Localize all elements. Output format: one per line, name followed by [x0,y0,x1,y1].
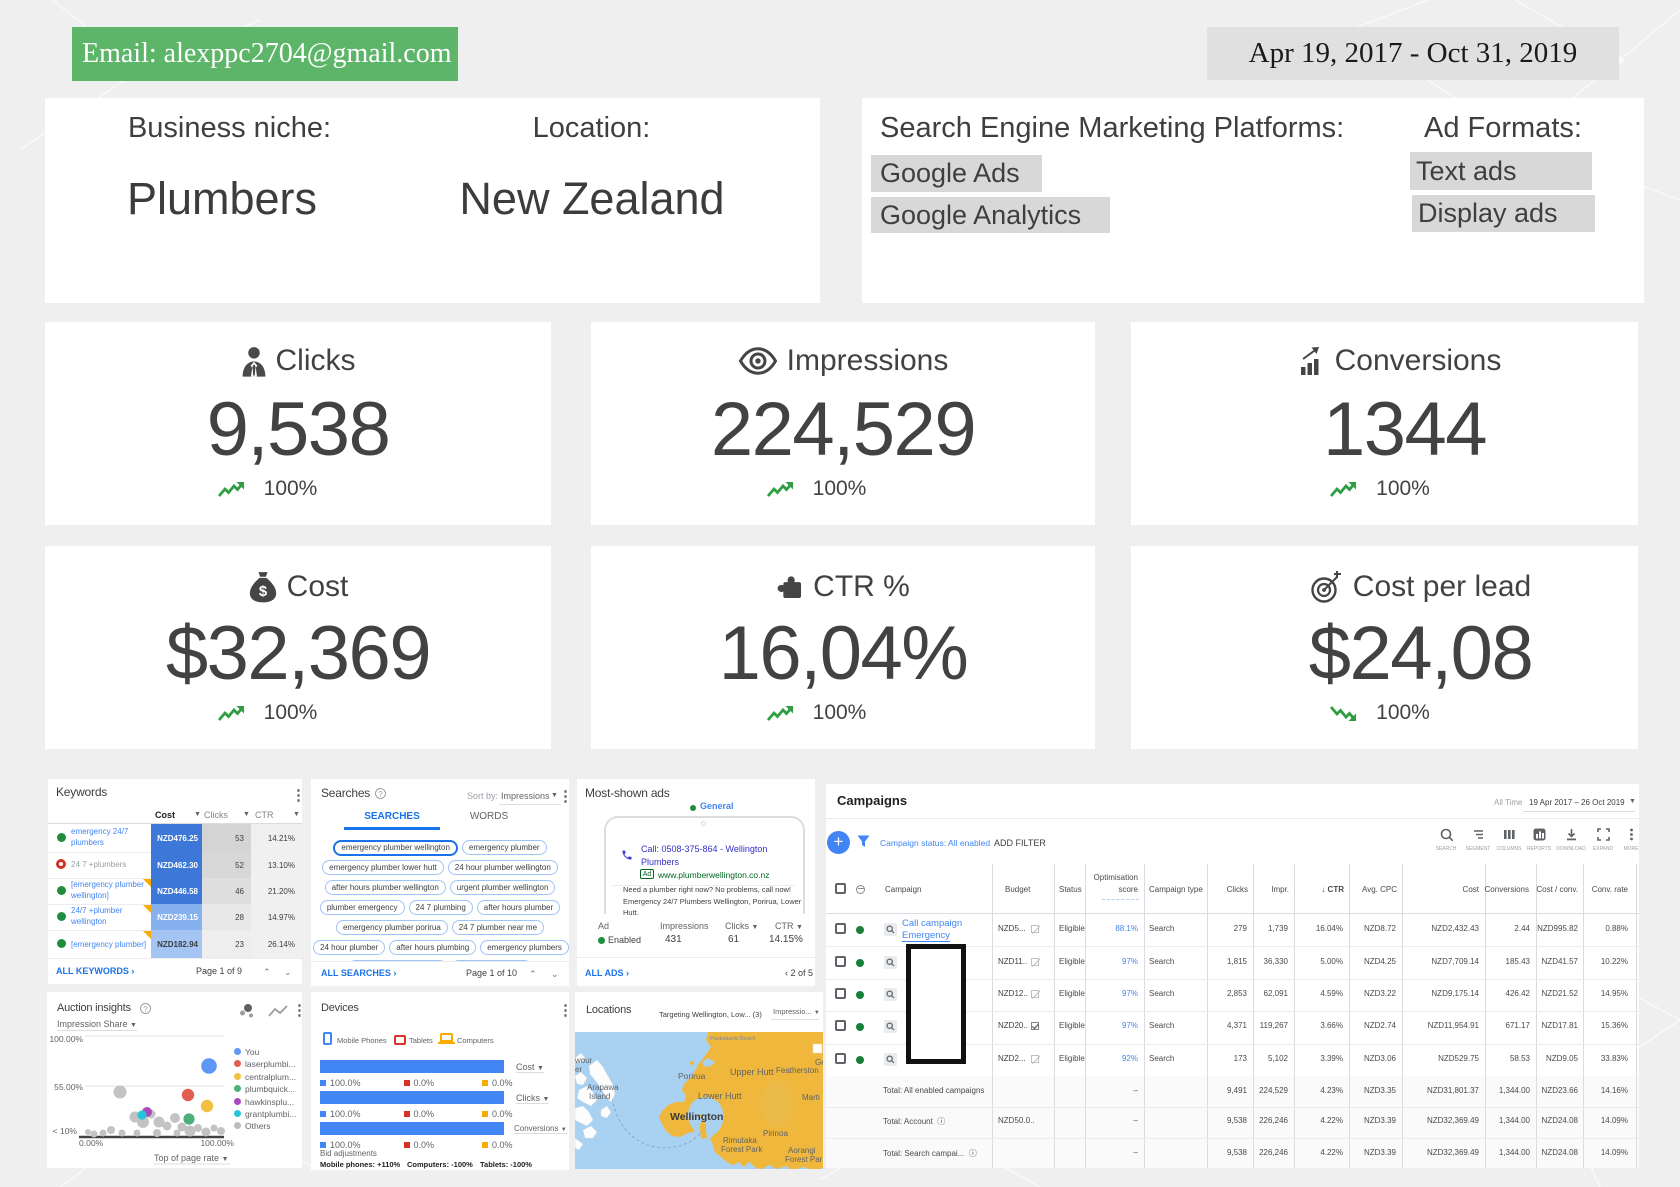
svg-text:Top of page rate ▼: Top of page rate ▼ [154,1153,229,1163]
svg-text:Forest Park: Forest Park [721,1145,763,1154]
svg-text:Pirinoa: Pirinoa [763,1129,788,1138]
svg-text:$: $ [259,584,268,600]
svg-text:wour: wour [575,1056,593,1065]
svg-text:100.00%: 100.00% [200,1138,234,1148]
svg-text:Paekakariki Beach: Paekakariki Beach [710,1036,756,1042]
svg-text:Lower Hutt: Lower Hutt [698,1091,742,1101]
svg-text:Arapawa: Arapawa [587,1083,619,1092]
svg-text:Rimutaka: Rimutaka [723,1136,757,1145]
svg-text:er: er [575,1065,582,1074]
svg-text:0.00%: 0.00% [79,1138,104,1148]
svg-text:Marti: Marti [802,1093,820,1102]
svg-text:Porirua: Porirua [678,1071,706,1081]
svg-text:Forest Par: Forest Par [785,1155,823,1164]
svg-text:100.00%: 100.00% [49,1034,83,1044]
svg-text:Island: Island [589,1092,610,1101]
svg-text:Aorangi: Aorangi [788,1146,816,1155]
svg-text:Upper Hutt: Upper Hutt [730,1067,774,1077]
svg-text:55.00%: 55.00% [54,1082,83,1092]
svg-text:Wellington: Wellington [670,1111,723,1123]
svg-text:Ge: Ge [815,1058,823,1067]
svg-text:< 10%: < 10% [53,1126,78,1136]
svg-text:Featherston: Featherston [776,1066,819,1075]
